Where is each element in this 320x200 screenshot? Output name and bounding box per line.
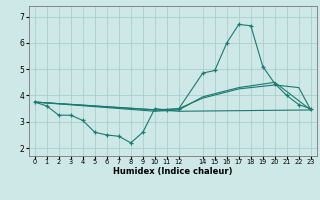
X-axis label: Humidex (Indice chaleur): Humidex (Indice chaleur)	[113, 167, 233, 176]
